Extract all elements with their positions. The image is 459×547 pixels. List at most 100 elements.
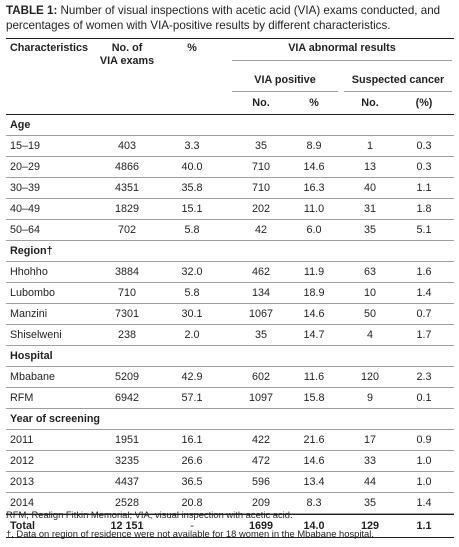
cell-pct: 57.1: [181, 392, 203, 404]
total-cancer-pct: 1.1: [416, 520, 432, 532]
cell-via-no: 42: [254, 224, 267, 236]
cell-pct: 40.0: [181, 161, 203, 173]
cell-via-no: 1097: [248, 392, 274, 404]
table-body: Age 15–19 403 3.3 35 8.9 1 0.3 20–29 4866 40.0 710 1…: [6, 115, 454, 514]
caption-text: Number of visual inspections with acetic…: [6, 4, 441, 32]
cell-via-no: 462: [251, 266, 270, 278]
cell-exams: 7301: [114, 308, 140, 320]
cell-cancer-no: 35: [363, 497, 376, 509]
cell-via-pct: 11.6: [303, 371, 325, 383]
header-exams-line2: VIA exams: [99, 55, 155, 67]
cell-label: 15–19: [10, 140, 41, 152]
cell-exams: 3884: [114, 266, 140, 278]
cell-cancer-pct: 1.7: [416, 329, 432, 341]
cell-exams: 4437: [114, 476, 140, 488]
cell-cancer-no: 63: [363, 266, 376, 278]
header-via-positive: VIA positive: [254, 74, 316, 86]
header-no: No.: [252, 97, 270, 109]
table-notes: RFM, Realign Fitkin Memorial; VIA, visua…: [6, 508, 456, 546]
cell-via-pct: 8.3: [306, 497, 322, 509]
note-region: †, Data on region of residence were not …: [6, 528, 374, 539]
data-table: Characteristics No. of VIA exams % VIA ab…: [6, 38, 454, 538]
via-positive-divider: [232, 91, 338, 92]
cell-label: RFM: [10, 392, 34, 404]
cell-exams: 1829: [114, 203, 140, 215]
cell-label: 50–64: [10, 224, 41, 236]
table-row: Mbabane 5209 42.9 602 11.6 120 2.3: [6, 367, 454, 388]
header-row-2: VIA positive Suspected cancer: [6, 70, 454, 92]
table-row: 2013 4437 36.5 596 13.4 44 1.0: [6, 472, 454, 493]
header-pct: %: [187, 42, 197, 54]
section-header: Age: [6, 115, 454, 136]
cell-cancer-no: 17: [363, 434, 376, 446]
table-row: 30–39 4351 35.8 710 16.3 40 1.1: [6, 178, 454, 199]
total-cancer-no: 129: [360, 520, 379, 532]
header-divider: [232, 60, 452, 61]
cell-cancer-no: 40: [363, 182, 376, 194]
cell-label: 2013: [10, 476, 35, 488]
cell-pct: 15.1: [181, 203, 203, 215]
cell-via-no: 472: [251, 455, 270, 467]
cell-via-pct: 21.6: [303, 434, 325, 446]
cell-pct: 5.8: [184, 224, 200, 236]
cell-via-pct: 14.6: [303, 455, 325, 467]
header-row-1: Characteristics No. of VIA exams % VIA ab…: [6, 38, 454, 70]
table-row: 2012 3235 26.6 472 14.6 33 1.0: [6, 451, 454, 472]
cell-label: Hhohho: [10, 266, 48, 278]
cell-label: 40–49: [10, 203, 41, 215]
header-abnormal: VIA abnormal results: [288, 42, 396, 54]
cell-exams: 238: [117, 329, 136, 341]
cell-via-no: 710: [251, 182, 270, 194]
cell-cancer-pct: 0.3: [416, 140, 432, 152]
cell-via-no: 1067: [248, 308, 274, 320]
cell-exams: 710: [117, 287, 136, 299]
cell-cancer-pct: 0.3: [416, 161, 432, 173]
cell-pct: 42.9: [181, 371, 203, 383]
header-no-2: No.: [361, 97, 379, 109]
cell-pct: 5.8: [184, 287, 200, 299]
total-row: Total 12 151 - 1699 14.0 129 1.1: [6, 514, 454, 538]
cell-via-pct: 18.9: [303, 287, 325, 299]
cell-cancer-pct: 0.1: [416, 392, 432, 404]
cell-cancer-no: 120: [360, 371, 379, 383]
cell-pct: 2.0: [184, 329, 200, 341]
cell-pct: 20.8: [181, 497, 203, 509]
header-row-3: No. % No. (%): [6, 92, 454, 115]
cell-via-pct: 14.6: [303, 308, 325, 320]
section-header: Year of screening: [6, 409, 454, 430]
cell-via-pct: 13.4: [303, 476, 325, 488]
cell-pct: 36.5: [181, 476, 203, 488]
table-row: 2014 2528 20.8 209 8.3 35 1.4: [6, 493, 454, 514]
cell-via-pct: 6.0: [306, 224, 322, 236]
cell-via-no: 202: [251, 203, 270, 215]
cell-cancer-no: 50: [363, 308, 376, 320]
total-via-no: 1699: [248, 520, 274, 532]
suspected-cancer-divider: [344, 91, 452, 92]
section-title: Year of screening: [10, 413, 101, 425]
header-exams-line1: No. of: [111, 42, 143, 54]
cell-cancer-pct: 1.0: [416, 476, 432, 488]
cell-cancer-no: 13: [363, 161, 376, 173]
table-caption: TABLE 1: Number of visual inspections wi…: [6, 3, 456, 33]
total-via-pct: 14.0: [303, 520, 325, 532]
cell-pct: 35.8: [181, 182, 203, 194]
note-abbreviations: RFM, Realign Fitkin Memorial; VIA, visua…: [6, 509, 293, 520]
table-row: 50–64 702 5.8 42 6.0 35 5.1: [6, 220, 454, 241]
table-row: Manzini 7301 30.1 1067 14.6 50 0.7: [6, 304, 454, 325]
cell-exams: 3235: [114, 455, 140, 467]
cell-exams: 1951: [114, 434, 140, 446]
header-pct-sub: %: [309, 97, 319, 109]
cell-via-pct: 11.0: [303, 203, 325, 215]
cell-cancer-pct: 0.7: [416, 308, 432, 320]
table-row: Shiselweni 238 2.0 35 14.7 4 1.7: [6, 325, 454, 346]
cell-exams: 5209: [114, 371, 140, 383]
cell-exams: 403: [117, 140, 136, 152]
section-title: Age: [10, 119, 31, 131]
table-row: Hhohho 3884 32.0 462 11.9 63 1.6: [6, 262, 454, 283]
cell-label: 2011: [10, 434, 34, 446]
cell-cancer-pct: 1.8: [416, 203, 432, 215]
table-row: 20–29 4866 40.0 710 14.6 13 0.3: [6, 157, 454, 178]
cell-pct: 32.0: [181, 266, 203, 278]
table-row: 2011 1951 16.1 422 21.6 17 0.9: [6, 430, 454, 451]
section-title: Region†: [10, 245, 53, 257]
